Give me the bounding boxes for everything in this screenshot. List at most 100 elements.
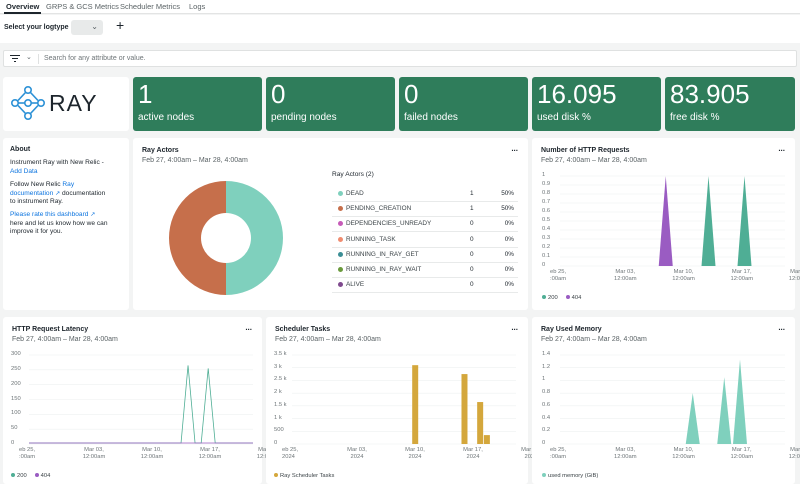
x-tick-label: Mar 10, 12:00am (672, 447, 695, 460)
x-tick-label: Mar 10, 12:00am (672, 269, 695, 282)
legend-title: Ray Actors (2) (332, 171, 374, 178)
bar[interactable] (461, 374, 468, 444)
area-peak[interactable] (701, 176, 716, 266)
legend-percent: 0% (504, 250, 514, 258)
legend-label: 404 (40, 473, 51, 479)
legend-row: ALIVE 0 0% (332, 278, 518, 294)
chart-plot-area (292, 354, 516, 445)
chevron-down-icon[interactable]: ⌄ (26, 54, 32, 61)
legend-label: 200 (17, 473, 27, 479)
add-button[interactable]: + (116, 17, 125, 33)
tab-overview[interactable]: Overview (4, 2, 42, 14)
bar[interactable] (483, 435, 490, 444)
ray-actors-pie-chart (169, 181, 283, 295)
panel-title: HTTP Request Latency (12, 326, 89, 333)
bar[interactable] (477, 402, 484, 444)
y-tick-label: 0 (274, 440, 278, 446)
y-tick-label: 3 k (274, 363, 282, 370)
legend-count: 0 (470, 235, 474, 243)
area-peak[interactable] (733, 359, 747, 444)
panel-menu-button[interactable]: ... (511, 323, 518, 332)
legend-percent: 0% (504, 220, 514, 228)
http-requests-panel: Number of HTTP Requests Feb 27, 4:00am –… (532, 138, 800, 310)
y-tick-label: 0 (542, 440, 546, 446)
x-tick-label: Mar 17, 12:00am (198, 447, 222, 460)
legend-item: 200 (542, 295, 558, 301)
about-text: Instrument Ray with New Relic - (10, 159, 104, 166)
legend-label: ALIVE (346, 281, 365, 289)
tab-logs[interactable]: Logs (189, 2, 206, 11)
ray-memory-panel: Ray Used Memory Feb 27, 4:00am – Mar 28,… (532, 317, 800, 484)
legend-swatch (11, 473, 15, 478)
x-tick-label: Mar 03, 12:00am (613, 447, 637, 460)
external-link-icon: ↗ (55, 190, 61, 197)
legend-swatch (338, 251, 343, 257)
panel-menu-button[interactable]: ... (778, 144, 785, 153)
y-tick-label: 0.9 (542, 181, 551, 187)
legend-label: Ray Scheduler Tasks (280, 473, 335, 479)
about-title: About (10, 146, 31, 153)
y-tick-label: 200 (11, 380, 21, 387)
area-peak[interactable] (737, 176, 752, 266)
y-tick-label: 1 k (274, 414, 282, 421)
documentation-link[interactable]: documentation (10, 189, 54, 197)
pie-slice-dead[interactable] (226, 181, 283, 295)
legend-percent: 0% (504, 281, 514, 289)
stat-label: free disk % (670, 112, 720, 123)
legend-row: PENDING_CREATION 1 50% (332, 202, 518, 218)
area-peak[interactable] (685, 393, 700, 444)
y-tick-label: 2 k (274, 389, 282, 396)
stat-free-disk: 83.905 free disk % (665, 77, 795, 131)
chevron-down-icon: ⌄ (91, 22, 98, 31)
y-tick-label: 0.7 (542, 199, 551, 205)
series-line[interactable] (29, 365, 253, 444)
y-tick-label: 3.5 k (274, 351, 287, 357)
ray-actors-panel: Ray Actors Feb 27, 4:00am – Mar 28, 4:00… (133, 138, 528, 310)
panel-menu-button[interactable]: ... (511, 144, 518, 153)
search-input[interactable]: Search for any attribute or value. (44, 55, 146, 62)
stat-label: active nodes (138, 112, 195, 123)
legend-swatch (338, 206, 343, 212)
logtype-toolbar: Select your logtype ⌄ + (0, 15, 800, 43)
stat-used-disk: 16.095 used disk % (532, 77, 661, 131)
add-data-link[interactable]: Add Data (10, 167, 38, 175)
legend-row: DEPENDENCIES_UNREADY 0 0% (332, 217, 518, 233)
legend-label: used memory (GiB) (548, 473, 599, 479)
legend-row: RUNNING_IN_RAY_WAIT 0 0% (332, 263, 518, 278)
legend-swatch (338, 267, 343, 272)
legend-count: 0 (470, 220, 474, 228)
y-tick-label: 0.8 (542, 190, 551, 196)
legend-item: used memory (GiB) (542, 473, 598, 479)
ray-link[interactable]: Ray (62, 181, 75, 188)
about-text: documentation (61, 189, 106, 197)
panel-subtitle: Feb 27, 4:00am – Mar 28, 4:00am (142, 157, 248, 164)
y-tick-label: 1.4 (542, 351, 551, 357)
y-tick-label: 0.2 (542, 244, 551, 250)
panel-menu-button[interactable]: ... (778, 323, 785, 332)
bar[interactable] (412, 365, 419, 444)
legend-row: RUNNING_IN_RAY_GET 0 0% (332, 248, 518, 263)
legend-percent: 0% (504, 266, 514, 273)
x-tick-label: Mar 03, 2024 (347, 447, 367, 460)
panel-subtitle: Feb 27, 4:00am – Mar 28, 4:00am (541, 336, 647, 343)
legend-swatch (274, 473, 278, 478)
pie-slice-pending-creation[interactable] (169, 181, 226, 295)
tab-grps-gcs-metrics[interactable]: GRPS & GCS Metrics (46, 2, 119, 11)
tab-scheduler-metrics[interactable]: Scheduler Metrics (120, 2, 181, 11)
logtype-select[interactable]: ⌄ (71, 20, 103, 35)
y-tick-label: 300 (11, 351, 21, 357)
legend-swatch (542, 473, 546, 478)
area-peak[interactable] (658, 176, 673, 266)
legend-label: RUNNING_IN_RAY_WAIT (346, 266, 422, 273)
filter-icon[interactable] (10, 54, 20, 63)
y-tick-label: 0.6 (542, 208, 551, 214)
rate-dashboard-link[interactable]: Please rate this dashboard (10, 211, 89, 218)
legend-percent: 50% (501, 205, 514, 213)
y-tick-label: 500 (274, 427, 284, 434)
area-peak[interactable] (717, 377, 732, 444)
panel-menu-button[interactable]: ... (245, 323, 252, 332)
legend-count: 1 (470, 205, 474, 213)
chart-plot-area (29, 354, 253, 445)
y-tick-label: 100 (11, 410, 21, 417)
legend-label: 404 (571, 295, 582, 301)
